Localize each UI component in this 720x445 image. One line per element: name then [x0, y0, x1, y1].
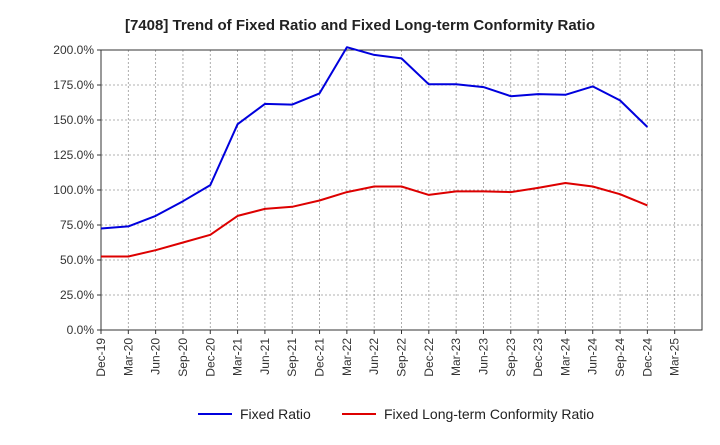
legend-label: Fixed Ratio — [240, 406, 311, 422]
x-tick-label: Dec-20 — [203, 338, 217, 377]
x-tick-label: Dec-21 — [313, 338, 327, 377]
x-tick-label: Mar-22 — [340, 338, 354, 376]
y-tick-label: 0.0% — [67, 323, 95, 337]
legend: Fixed Ratio Fixed Long-term Conformity Ra… — [198, 406, 594, 422]
x-tick-label: Mar-24 — [558, 338, 572, 376]
y-tick-label: 200.0% — [53, 43, 94, 57]
grid — [101, 49, 702, 330]
x-tick-label: Mar-25 — [668, 338, 682, 376]
series-line-fixed-ratio — [100, 46, 649, 230]
axes: 0.0% 25.0% 50.0% 75.0% 100.0% 125.0% 150.0% 175… — [53, 43, 703, 377]
x-tick-label: Jun-22 — [367, 338, 381, 375]
chart-title: [7408] Trend of Fixed Ratio and Fixed Lo… — [125, 17, 595, 34]
y-tick-label: 50.0% — [60, 253, 94, 267]
x-tick-label: Dec-22 — [422, 338, 436, 377]
y-tick-label: 125.0% — [53, 148, 94, 162]
x-tick-label: Sep-23 — [504, 338, 518, 377]
y-tick-label: 100.0% — [53, 183, 94, 197]
x-tick-label: Dec-24 — [640, 338, 654, 377]
x-tick-label: Sep-20 — [176, 338, 190, 377]
x-tick-label: Sep-24 — [613, 338, 627, 377]
y-tick-label: 150.0% — [53, 113, 94, 127]
x-tick-label: Jun-23 — [476, 338, 490, 375]
x-tick-label: Dec-19 — [94, 338, 108, 377]
legend-label: Fixed Long-term Conformity Ratio — [384, 406, 594, 422]
x-tick-label: Jun-21 — [258, 338, 272, 375]
x-tick-label: Mar-20 — [121, 338, 135, 376]
x-tick-label: Jun-24 — [586, 338, 600, 375]
series-line-fixed-long-term-conformity-ratio — [101, 182, 648, 258]
y-tick-label: 75.0% — [60, 218, 94, 232]
plot-border — [100, 49, 703, 331]
x-tick-label: Mar-23 — [449, 338, 463, 376]
y-tick-label: 175.0% — [53, 78, 94, 92]
x-tick-label: Sep-21 — [285, 338, 299, 377]
y-tick-label: 25.0% — [60, 288, 94, 302]
series-lines — [100, 46, 649, 258]
x-tick-label: Mar-21 — [231, 338, 245, 376]
x-tick-label: Sep-22 — [395, 338, 409, 377]
x-tick-label: Dec-23 — [531, 338, 545, 377]
x-tick-label: Jun-20 — [149, 338, 163, 375]
